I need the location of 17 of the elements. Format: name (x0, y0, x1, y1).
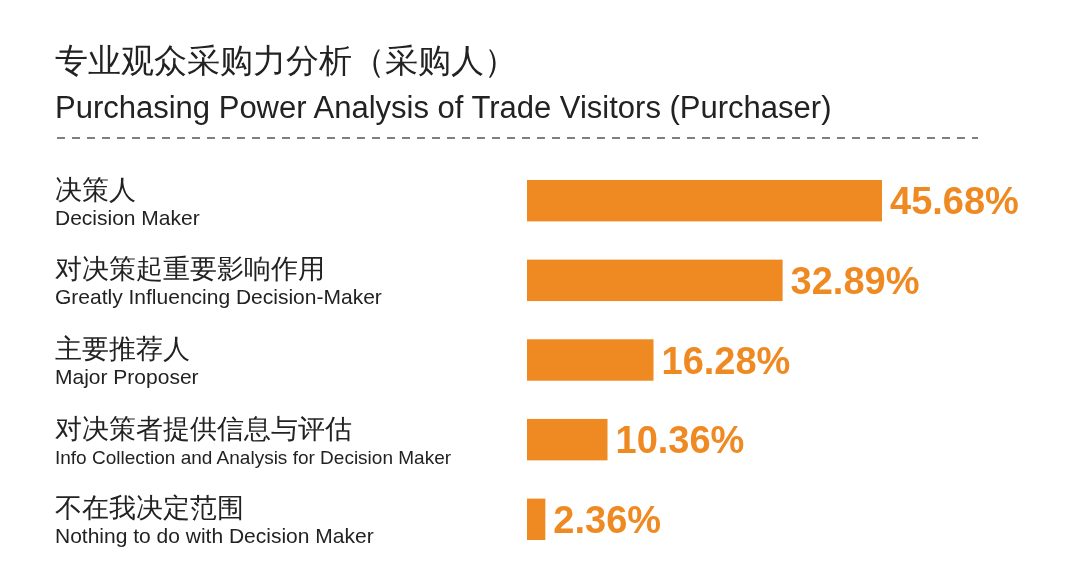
data-label: 16.28% (661, 339, 791, 382)
data-label: 2.36% (553, 499, 662, 541)
y-tick-label: 不在我决定范围 Nothing to do with Decision Maker (55, 492, 374, 548)
bar (527, 498, 546, 541)
data-label: 32.89% (790, 260, 920, 303)
data-label: 10.36% (615, 419, 745, 462)
chart-subtitle: Purchasing Power Analysis of Trade Visitors (Purchaser) (55, 90, 832, 125)
y-tick-label: 对决策者提供信息与评估 Info Collection and Analysis for Decision Maker (55, 412, 452, 468)
y-tick-label: 主要推荐人 Major Proposer (55, 333, 199, 388)
y-tick-label: 决策人 Decision Maker (55, 173, 200, 229)
bar (527, 339, 654, 381)
bar (527, 418, 608, 461)
data-label: 45.68% (890, 180, 1019, 223)
bar (527, 259, 783, 302)
y-tick-label: 对决策起重要影响作用 Greatly Influencing Decision-Maker (55, 253, 382, 309)
bar (527, 179, 882, 222)
chart-title: 专业观众采购力分析（采购人） (55, 41, 517, 80)
